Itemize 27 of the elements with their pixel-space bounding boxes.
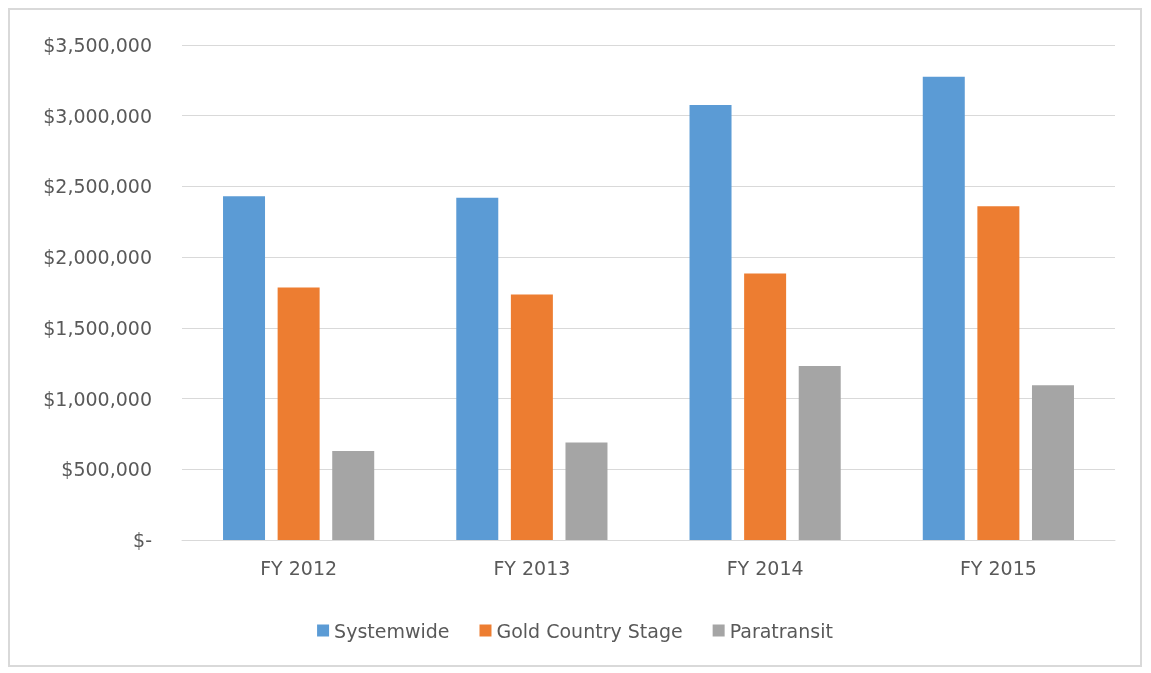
y-tick-label: $3,500,000: [43, 34, 152, 56]
bar: [456, 197, 499, 540]
y-tick-label: $3,000,000: [43, 104, 152, 127]
y-tick-label: $2,000,000: [43, 246, 152, 269]
bar: [223, 196, 266, 540]
bar: [277, 287, 320, 540]
legend-label: Gold Country Stage: [496, 619, 683, 642]
y-tick-label: $500,000: [61, 458, 152, 481]
x-tick-label: FY 2015: [959, 556, 1037, 579]
y-tick-label: $1,500,000: [43, 316, 152, 339]
bar: [510, 294, 553, 540]
bar: [689, 105, 732, 540]
y-tick-label: $1,000,000: [43, 387, 152, 410]
legend-label: Systemwide: [334, 619, 450, 642]
bar: [977, 206, 1020, 540]
bar: [798, 366, 841, 540]
x-tick-label: FY 2014: [726, 556, 804, 579]
x-tick-label: FY 2013: [493, 556, 571, 579]
bar: [922, 76, 965, 540]
x-tick-label: FY 2012: [260, 556, 338, 579]
bar: [332, 450, 375, 540]
bar: [565, 442, 608, 540]
bar: [1031, 385, 1074, 540]
y-tick-label: $2,500,000: [43, 175, 152, 198]
legend-label: Paratransit: [729, 619, 833, 642]
bar: [744, 273, 787, 540]
y-tick-label: $-: [133, 529, 152, 551]
